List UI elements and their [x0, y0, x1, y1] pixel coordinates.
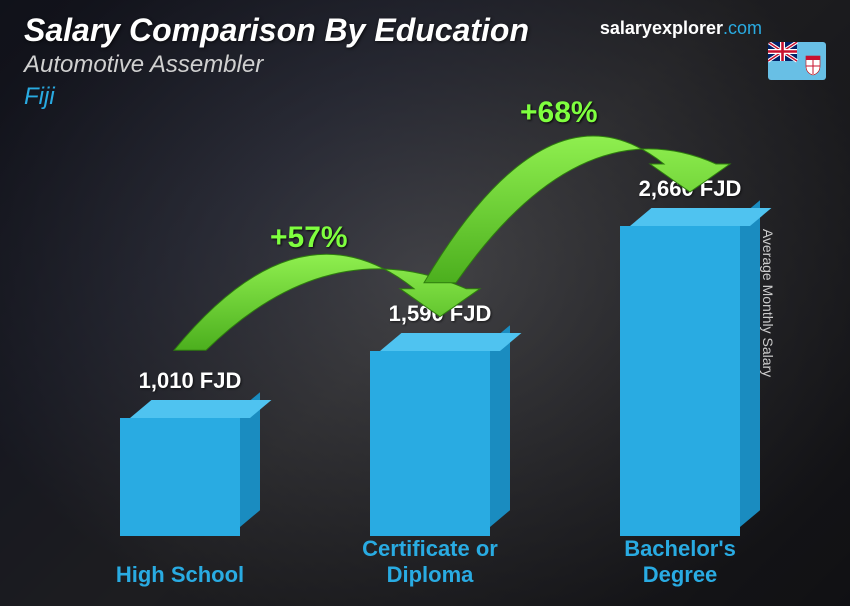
chart-title: Salary Comparison By Education [24, 12, 826, 49]
chart-subtitle: Automotive Assembler [24, 51, 826, 79]
header: Salary Comparison By Education Automotiv… [24, 12, 826, 111]
chart-country: Fiji [24, 83, 826, 111]
bar-chart: 1,010 FJDHigh School1,590 FJDCertificate… [60, 108, 790, 588]
growth-arrow [60, 108, 790, 588]
